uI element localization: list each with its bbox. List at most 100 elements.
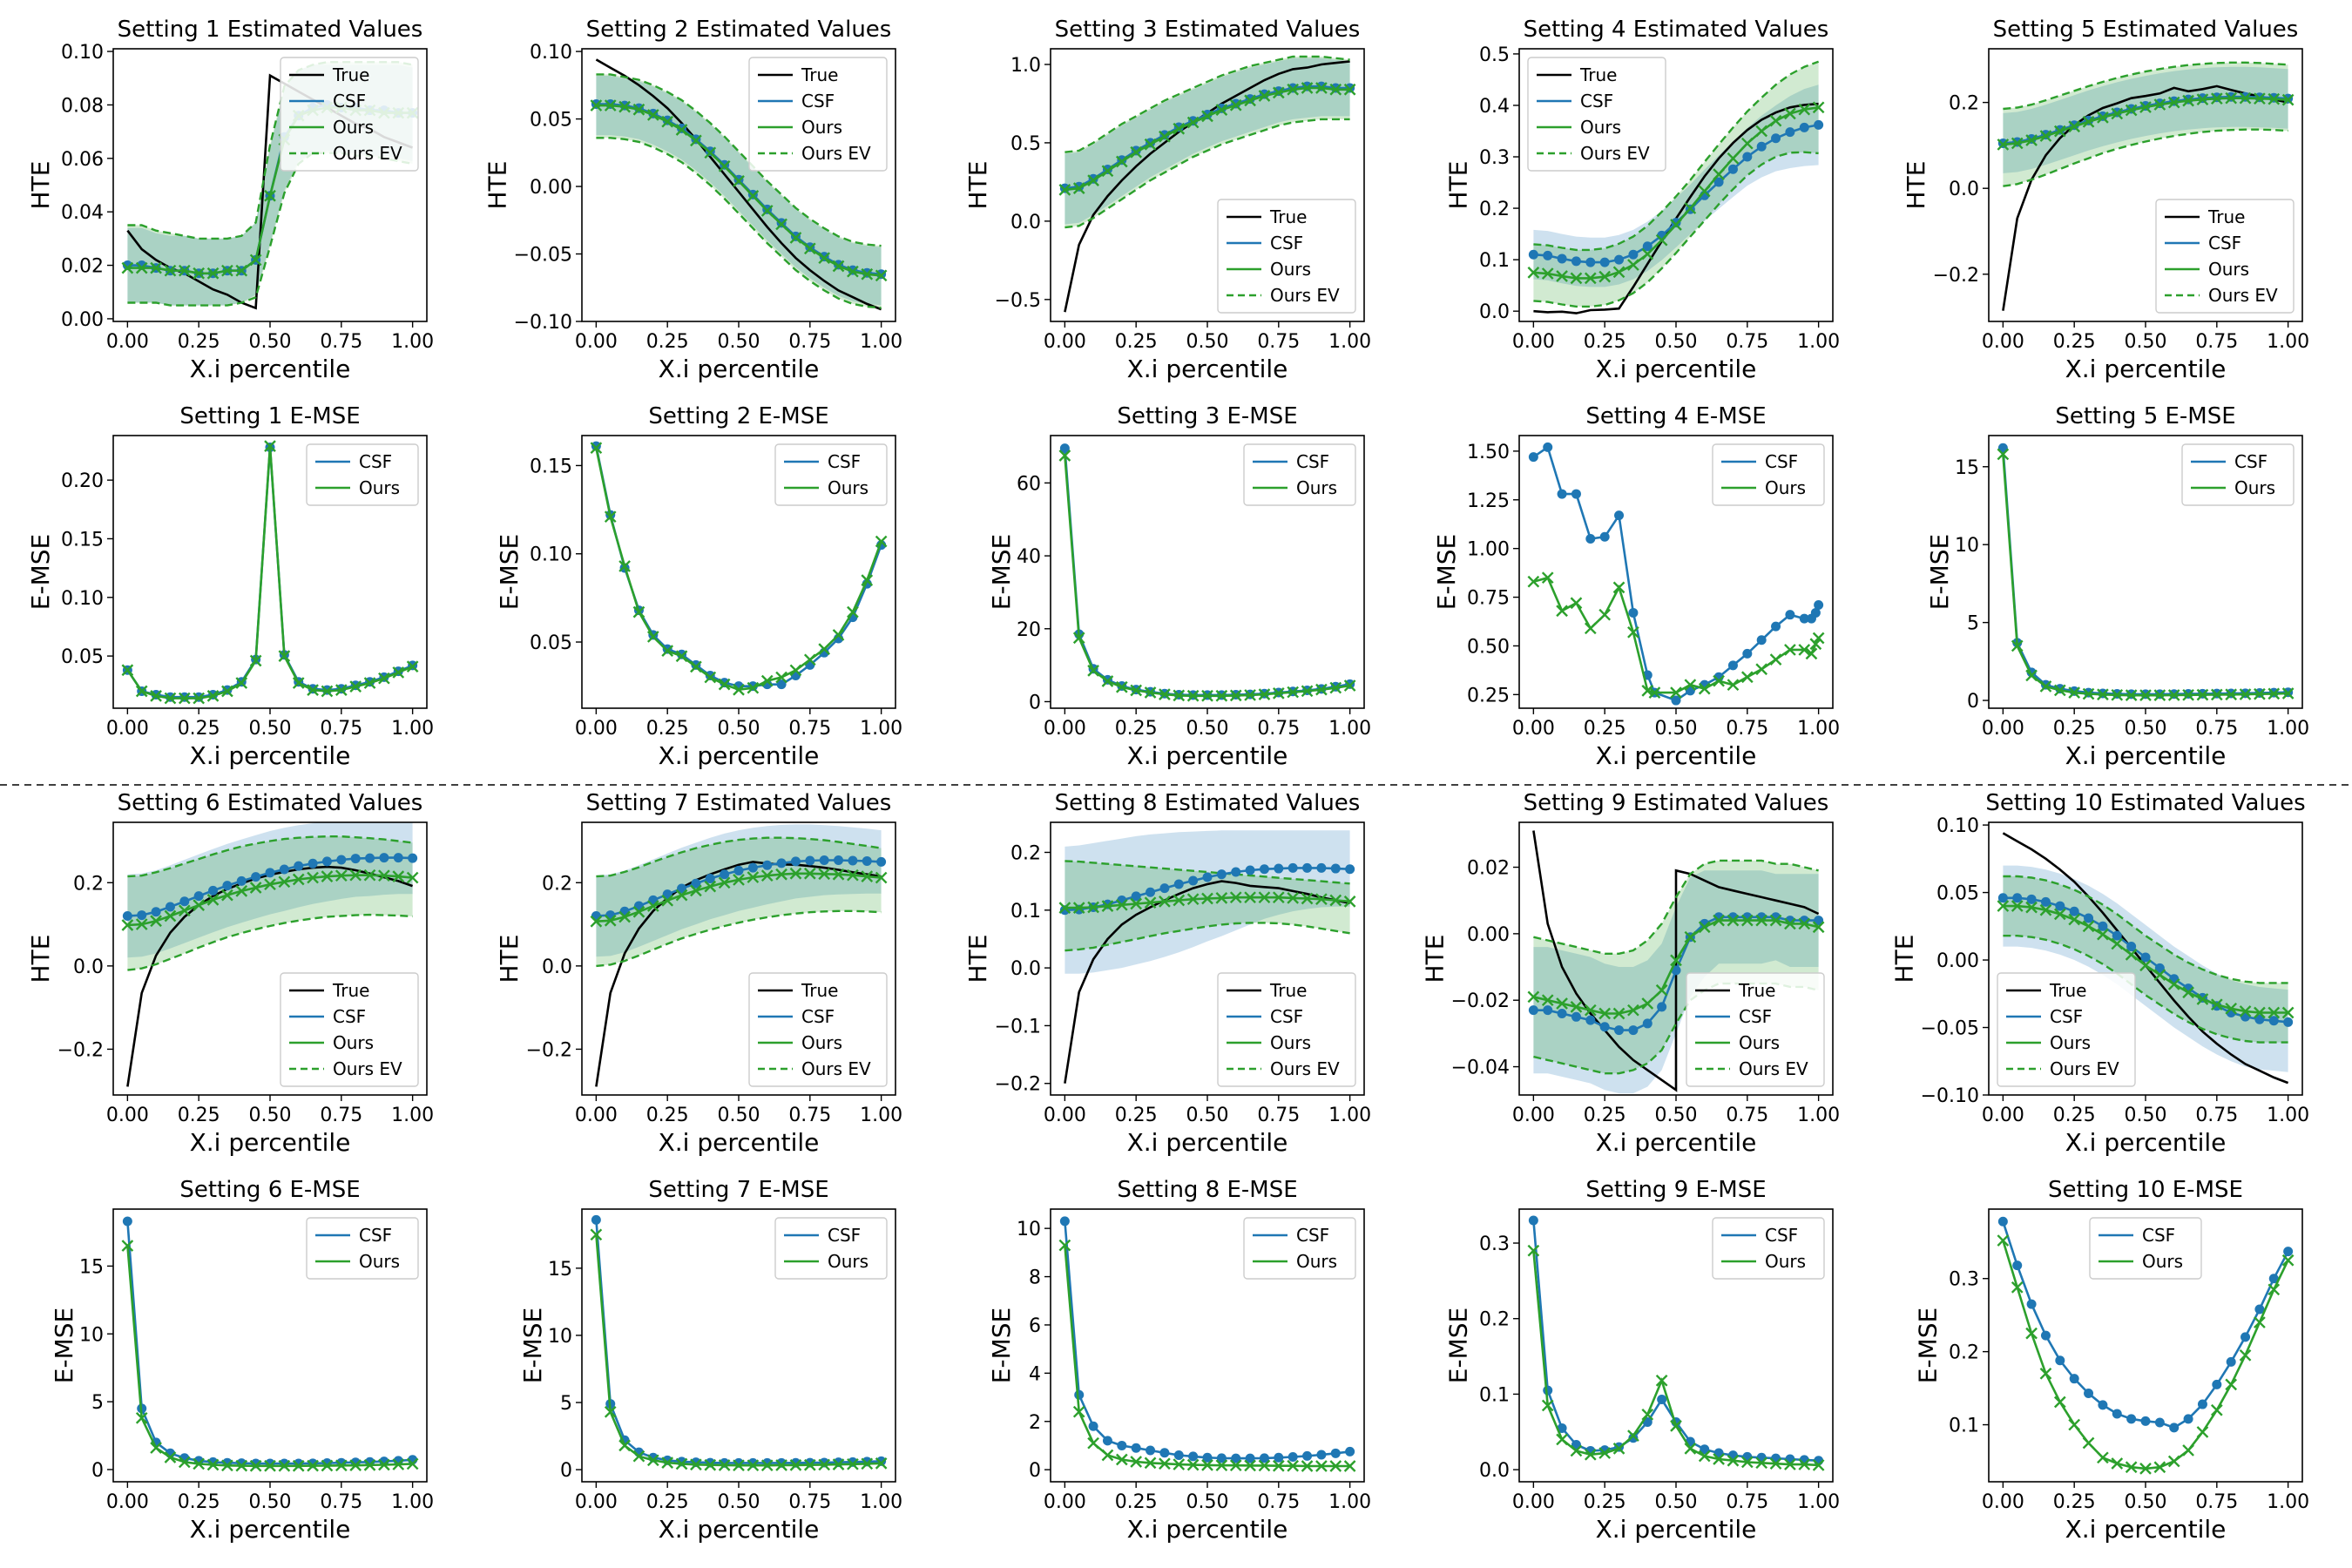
ours-point (847, 868, 859, 882)
x-tick-label: 1.00 (1328, 1491, 1371, 1513)
csf-point (2055, 1355, 2065, 1366)
ours-point (1727, 679, 1740, 692)
subplot-title: Setting 5 E-MSE (2055, 403, 2235, 429)
y-tick-label: 0 (91, 1460, 104, 1482)
csf-point (2084, 913, 2094, 923)
csf-point (1330, 1448, 1341, 1458)
csf-point (1543, 250, 1553, 260)
ours-point (590, 915, 603, 928)
csf-point (1528, 1215, 1538, 1226)
ours-point (2097, 688, 2109, 701)
ours-point (1684, 930, 1697, 943)
csf-point (1614, 1025, 1625, 1036)
ours-point (646, 631, 659, 643)
legend-label: True (801, 64, 838, 85)
ours-point (2239, 688, 2252, 700)
csf-point (1345, 83, 1355, 93)
ours-point (1740, 137, 1754, 150)
ours-point (675, 650, 688, 663)
y-tick-label: 60 (1017, 473, 1041, 495)
ours-point (2111, 937, 2124, 950)
ours-point (1287, 686, 1300, 699)
legend: True CSF Ours Ours EV (2155, 199, 2295, 314)
y-tick-label: −0.5 (995, 290, 1041, 312)
ours-point (135, 918, 148, 930)
ours-point (264, 878, 276, 891)
csf-point (1628, 1433, 1639, 1443)
ours-point (2111, 688, 2124, 701)
y-axis-label: HTE (1902, 161, 1930, 210)
csf-point (279, 864, 289, 875)
ours-point (1698, 921, 1711, 934)
ours-ev-lower-line (596, 909, 882, 968)
ours-point (760, 674, 774, 687)
ours-point (832, 629, 845, 641)
ours-point (2011, 639, 2024, 652)
plot-area (1997, 443, 2295, 702)
ours-point (2068, 913, 2081, 926)
ours-point (1173, 1458, 1186, 1470)
csf-point (294, 861, 304, 871)
y-tick-label: 0.1 (1479, 250, 1510, 272)
ours-point (2111, 1457, 2124, 1470)
subplot-setting-1-est: Setting 1 Estimated Values 0.00 0.25 0.50 0.… (26, 17, 434, 383)
ours-point (590, 1228, 603, 1241)
subplot-title: Setting 8 Estimated Values (1055, 790, 1361, 816)
csf-point (1528, 1005, 1538, 1016)
ours-point (733, 874, 745, 886)
x-tick-label: 0.75 (1726, 718, 1768, 740)
y-tick-label: 0.0 (73, 956, 104, 978)
x-tick-label: 0.50 (2125, 331, 2167, 353)
ours-point (164, 1451, 177, 1463)
ours-point (1186, 893, 1200, 906)
legend-label: CSF (801, 91, 835, 112)
legend-label: Ours (828, 1251, 868, 1272)
legend-label: Ours (1270, 1032, 1311, 1053)
ours-confidence-band (1064, 861, 1350, 951)
csf-point (2183, 1414, 2193, 1424)
x-tick-label: 0.25 (178, 718, 220, 740)
csf-point (2026, 1299, 2037, 1309)
ours-point (349, 1459, 362, 1472)
ours-point (760, 869, 774, 882)
ours-point (1272, 686, 1285, 700)
y-tick-label: −0.05 (514, 245, 572, 267)
x-tick-label: 1.00 (391, 1491, 434, 1513)
ours-point (121, 919, 134, 931)
ours-point (818, 643, 831, 655)
subplot-title: Setting 10 Estimated Values (1985, 790, 2305, 816)
legend: True CSF Ours Ours EV (1217, 972, 1356, 1087)
subplot-setting-1-emse: Setting 1 E-MSE 0.00 0.25 0.50 0.75 1.00 0.05 0… (26, 403, 434, 770)
csf-point (1146, 887, 1156, 897)
csf-point (776, 679, 787, 690)
x-tick-label: 0.50 (2125, 1105, 2167, 1126)
legend-label: Ours EV (333, 143, 402, 164)
subplot-title: Setting 1 Estimated Values (118, 17, 423, 43)
legend-label: CSF (359, 1225, 392, 1246)
subplot-title: Setting 9 Estimated Values (1524, 790, 1829, 816)
ours-point (1527, 267, 1540, 279)
subplot-setting-9-emse: Setting 9 E-MSE 0.00 0.25 0.50 0.75 1.00 0.0 0.… (1444, 1177, 1841, 1544)
x-tick-label: 1.00 (391, 331, 434, 353)
ours-ev-upper-line (596, 836, 882, 878)
ours-point (875, 269, 888, 282)
ours-point (1173, 894, 1186, 907)
x-tick-label: 0.50 (1186, 331, 1229, 353)
ours-point (733, 1459, 745, 1472)
ours-point (321, 1459, 334, 1472)
ours-ev-lower-line (1533, 982, 1819, 1075)
ours-point (604, 510, 617, 524)
y-tick-label: 0.0 (1479, 301, 1510, 323)
csf-point (1074, 1389, 1085, 1400)
legend-label: Ours EV (2208, 285, 2278, 306)
y-tick-label: −0.2 (1933, 265, 1979, 287)
ours-point (178, 264, 191, 277)
ours-point (2196, 93, 2209, 106)
csf-point (1345, 1446, 1355, 1456)
ours-point (2225, 688, 2238, 701)
y-tick-label: −0.2 (526, 1039, 572, 1061)
legend-label: CSF (1270, 1006, 1303, 1027)
ours-point (2025, 901, 2038, 914)
x-tick-label: 0.25 (2053, 1105, 2096, 1126)
ours-point (1655, 1374, 1668, 1387)
